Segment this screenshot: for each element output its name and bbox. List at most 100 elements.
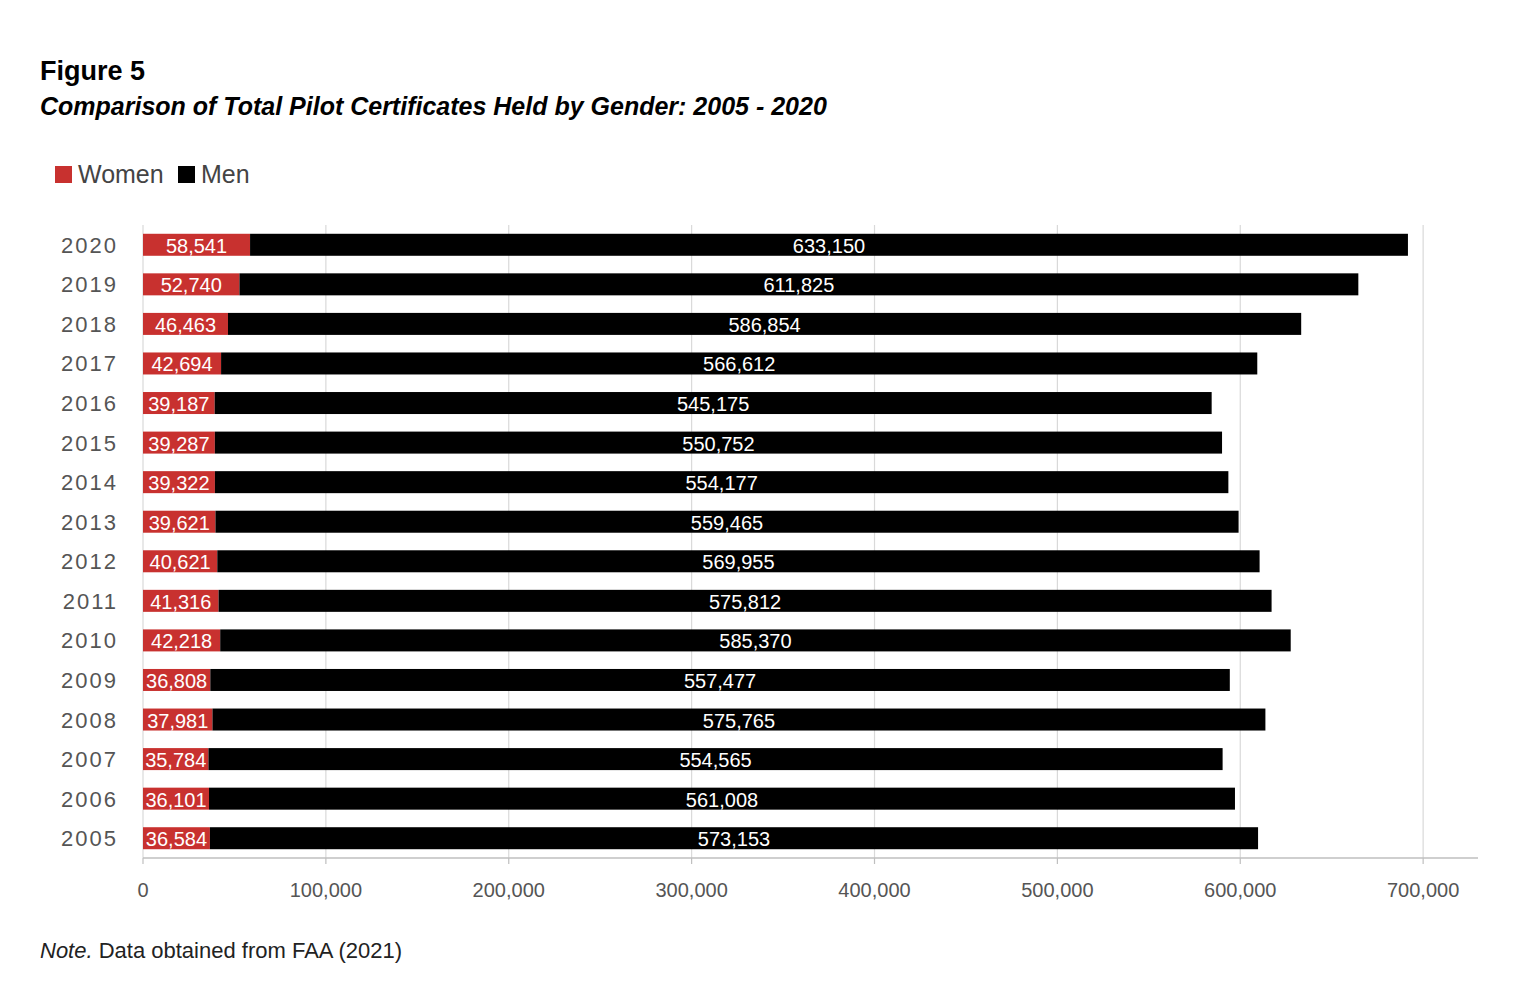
category-label: 2005 <box>61 826 118 851</box>
bar <box>143 352 221 374</box>
chart: Figure 5 Comparison of Total Pilot Certif… <box>0 0 1534 1008</box>
tick-mark <box>1423 858 1424 864</box>
bar <box>143 511 215 533</box>
data-label: 52,740 <box>161 274 222 296</box>
grid <box>143 225 1423 864</box>
data-label: 42,218 <box>151 630 212 652</box>
bar <box>143 392 215 414</box>
data-label: 554,565 <box>679 749 751 771</box>
data-label: 39,621 <box>149 512 210 534</box>
data-label: 36,584 <box>146 828 207 850</box>
category-label: 2013 <box>61 510 118 535</box>
category-label: 2007 <box>61 747 118 772</box>
bar <box>143 432 215 454</box>
bar <box>239 273 1358 295</box>
data-label: 42,694 <box>151 353 212 375</box>
data-label: 37,981 <box>147 710 208 732</box>
category-label: 2016 <box>61 391 118 416</box>
category-label: 2011 <box>63 589 118 614</box>
title: Figure 5 <box>40 56 145 86</box>
bar <box>215 432 1222 454</box>
category-label: 2012 <box>61 549 118 574</box>
subtitle: Comparison of Total Pilot Certificates H… <box>40 92 827 120</box>
bar <box>215 511 1238 533</box>
category-label: 2010 <box>61 628 118 653</box>
tick-label: 300,000 <box>655 879 727 901</box>
data-label: 39,287 <box>148 433 209 455</box>
legend-swatch <box>178 166 195 183</box>
category-label: 2017 <box>61 351 118 376</box>
note: Note. Data obtained from FAA (2021) <box>40 938 402 963</box>
tick-label: 600,000 <box>1204 879 1276 901</box>
tick-mark <box>691 858 692 864</box>
data-labels: 58,541633,15052,740611,82546,463586,8544… <box>145 235 865 850</box>
tick-mark <box>1240 858 1241 864</box>
data-label: 36,101 <box>145 789 206 811</box>
data-label: 559,465 <box>691 512 763 534</box>
data-label: 41,316 <box>150 591 211 613</box>
x-axis-line <box>143 857 1478 859</box>
data-label: 586,854 <box>728 314 800 336</box>
data-label: 46,463 <box>155 314 216 336</box>
bar <box>143 234 250 256</box>
data-label: 35,784 <box>145 749 206 771</box>
data-label: 554,177 <box>685 472 757 494</box>
bar <box>143 550 217 572</box>
bar <box>143 629 220 651</box>
data-label: 39,187 <box>148 393 209 415</box>
data-label: 569,955 <box>702 551 774 573</box>
bar <box>209 788 1235 810</box>
grid-line <box>1423 225 1424 858</box>
data-label: 575,812 <box>709 591 781 613</box>
bar <box>143 748 208 770</box>
tick-label: 500,000 <box>1021 879 1093 901</box>
bar <box>143 788 209 810</box>
bar <box>212 709 1265 731</box>
category-label: 2019 <box>61 272 118 297</box>
bar <box>143 709 212 731</box>
bar <box>143 273 239 295</box>
data-label: 561,008 <box>686 789 758 811</box>
category-label: 2018 <box>61 312 118 337</box>
data-label: 611,825 <box>763 274 834 296</box>
bar <box>143 669 210 691</box>
tick-mark <box>1057 858 1058 864</box>
legend-swatch <box>55 166 72 183</box>
bar <box>143 471 215 493</box>
data-label: 550,752 <box>682 433 754 455</box>
data-label: 566,612 <box>703 353 775 375</box>
bar <box>143 313 228 335</box>
bar <box>215 471 1228 493</box>
data-label: 573,153 <box>698 828 770 850</box>
bar <box>219 590 1272 612</box>
data-label: 575,765 <box>703 710 775 732</box>
legend-entry: Men <box>178 160 250 188</box>
bar <box>220 629 1291 651</box>
bar <box>228 313 1301 335</box>
tick-mark <box>142 858 143 864</box>
category-label: 2006 <box>61 787 118 812</box>
category-label: 2014 <box>61 470 118 495</box>
bar <box>143 827 210 849</box>
bar <box>217 550 1259 572</box>
tick-label: 700,000 <box>1387 879 1459 901</box>
legend-entry: Women <box>55 160 164 188</box>
category-label: 2020 <box>61 233 118 258</box>
tick-mark <box>508 858 509 864</box>
data-label: 585,370 <box>719 630 791 652</box>
bar <box>210 827 1258 849</box>
note-lead: Note. <box>40 938 93 963</box>
data-label: 545,175 <box>677 393 749 415</box>
tick-mark <box>874 858 875 864</box>
bar <box>221 352 1257 374</box>
data-label: 633,150 <box>793 235 865 257</box>
category-label: 2008 <box>61 708 118 733</box>
bar <box>250 234 1408 256</box>
bars <box>143 234 1408 849</box>
data-label: 39,322 <box>148 472 209 494</box>
bar <box>210 669 1229 691</box>
legend-label: Men <box>201 160 250 188</box>
note-body: Data obtained from FAA (2021) <box>93 938 402 963</box>
data-label: 557,477 <box>684 670 756 692</box>
bar <box>215 392 1212 414</box>
